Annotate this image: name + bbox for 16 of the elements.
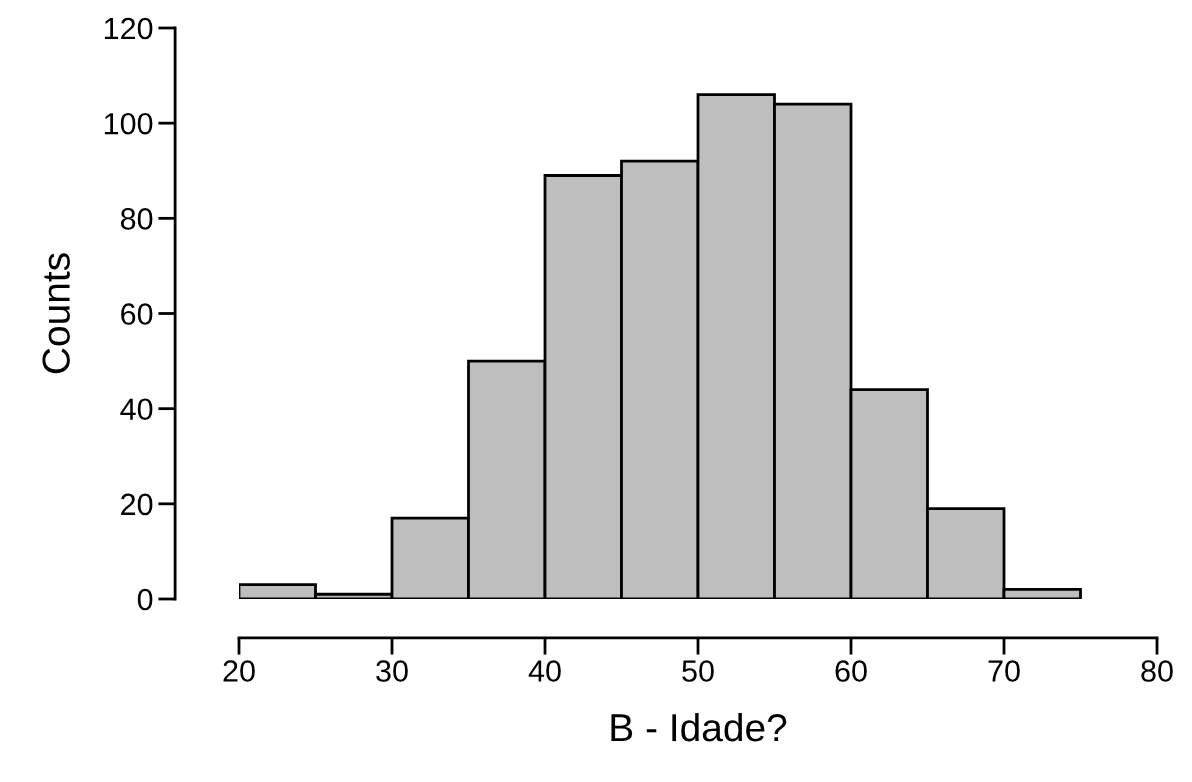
y-tick-label: 80 xyxy=(120,208,153,230)
x-tick-label: 80 xyxy=(1141,660,1173,682)
x-axis-title: B - Idade? xyxy=(611,712,787,742)
y-axis-title: Counts xyxy=(42,253,70,374)
x-tick-label: 60 xyxy=(835,660,867,682)
y-tick-label: 100 xyxy=(104,112,153,135)
x-tick-label: 70 xyxy=(988,660,1020,682)
y-tick-label: 120 xyxy=(104,17,153,40)
x-tick-label: 40 xyxy=(528,660,561,682)
y-tick-label: 40 xyxy=(120,398,153,421)
x-tick-label: 20 xyxy=(223,660,255,682)
y-tick-label: 60 xyxy=(121,303,153,325)
x-tick-label: 50 xyxy=(682,660,714,682)
x-tick-label: 30 xyxy=(376,660,408,682)
y-tick-label: 20 xyxy=(121,493,153,516)
y-tick-label: 0 xyxy=(137,588,153,611)
